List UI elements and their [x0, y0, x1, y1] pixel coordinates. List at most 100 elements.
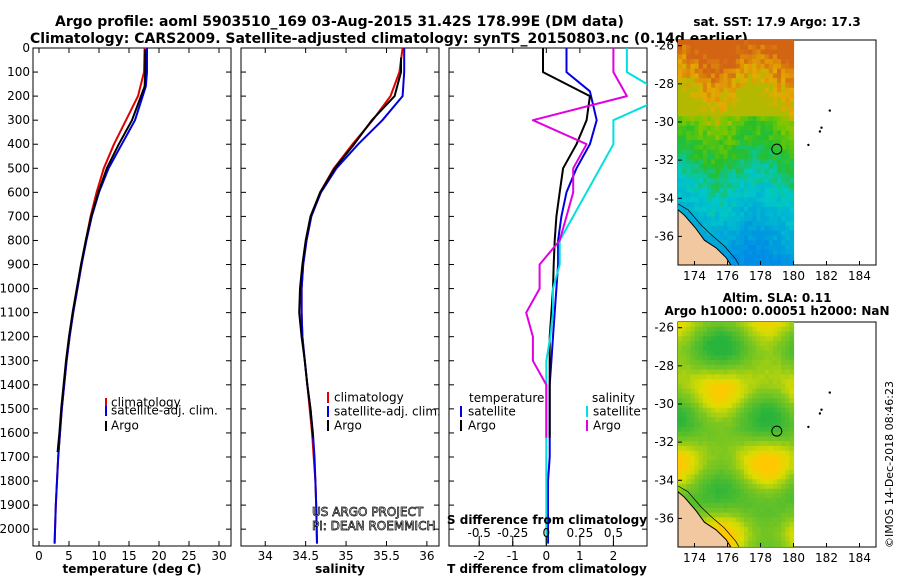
field-cell [735, 417, 741, 423]
field-cell [686, 40, 691, 46]
field-cell [686, 149, 691, 155]
field-cell [694, 445, 700, 452]
field-cell [752, 59, 757, 65]
field-cell [748, 527, 753, 533]
field-cell [735, 336, 741, 342]
field-cell [785, 140, 790, 146]
field-cell [690, 465, 696, 471]
field-cell [694, 225, 700, 232]
field-cell [752, 202, 757, 208]
field-cell [723, 507, 729, 514]
field-cell [772, 517, 778, 523]
field-cell [686, 102, 691, 108]
field-cell [706, 87, 712, 94]
field-cell [735, 183, 741, 189]
field-cell [781, 187, 786, 194]
field-cell [781, 541, 786, 547]
field-cell [719, 59, 724, 65]
field-cell [690, 54, 696, 60]
field-cell [698, 125, 704, 132]
field-cell [764, 379, 770, 385]
field-cell [752, 341, 757, 347]
field-cell [706, 168, 712, 175]
field-cell [719, 178, 724, 184]
field-cell [785, 322, 790, 328]
field-cell [731, 59, 737, 65]
field-cell [719, 211, 724, 217]
field-cell [735, 407, 741, 414]
field-cell [690, 441, 696, 447]
field-cell [785, 479, 790, 485]
field-cell [739, 254, 745, 260]
field-cell [760, 54, 766, 60]
field-cell [752, 498, 757, 504]
field-cell [772, 536, 778, 542]
field-cell [711, 512, 716, 519]
field-cell [756, 154, 762, 160]
y-tick-label: 400 [7, 137, 30, 151]
field-cell [772, 350, 778, 356]
field-cell [789, 154, 795, 160]
field-cell [690, 197, 696, 203]
field-cell [682, 484, 687, 490]
field-cell [756, 87, 762, 94]
field-cell [727, 445, 733, 452]
field-cell [678, 73, 683, 79]
field-cell [777, 254, 782, 260]
field-cell [752, 235, 757, 241]
field-cell [789, 460, 795, 466]
field-cell [785, 441, 790, 447]
field-cell [768, 230, 774, 237]
field-cell [739, 144, 745, 151]
field-cell [789, 422, 795, 428]
field-cell [760, 445, 766, 452]
field-cell [752, 503, 757, 509]
field-cell [727, 369, 733, 376]
field-cell [678, 135, 683, 141]
field-cell [715, 412, 720, 418]
field-cell [690, 469, 696, 476]
field-cell [756, 197, 762, 203]
field-cell [715, 384, 720, 390]
field-cell [772, 230, 778, 237]
field-cell [744, 422, 749, 428]
field-cell [706, 517, 712, 523]
field-cell [781, 445, 786, 452]
field-cell [739, 78, 745, 84]
field-cell [756, 259, 762, 265]
field-cell [723, 531, 729, 538]
field-cell [690, 168, 696, 175]
field-cell [702, 106, 708, 113]
field-cell [768, 407, 774, 414]
field-cell [727, 254, 733, 260]
field-cell [678, 374, 683, 380]
field-cell [694, 173, 700, 179]
field-cell [760, 531, 766, 538]
field-cell [785, 364, 790, 371]
project-annotation-line2: PI: DEAN ROEMMICH [312, 519, 435, 533]
field-cell [739, 426, 745, 433]
map-x-tick-label: 182 [815, 551, 838, 565]
field-cell [781, 403, 786, 409]
field-cell [715, 221, 720, 227]
field-cell [723, 403, 729, 409]
field-cell [678, 121, 683, 127]
field-cell [735, 140, 741, 146]
field-cell [698, 92, 704, 98]
field-cell [764, 326, 770, 333]
field-cell [764, 245, 770, 251]
field-cell [715, 484, 720, 490]
field-cell [682, 488, 687, 495]
field-cell [735, 54, 741, 60]
field-cell [760, 135, 766, 141]
field-cell [764, 249, 770, 256]
field-cell [748, 412, 753, 418]
field-cell [764, 106, 770, 113]
field-cell [789, 379, 795, 385]
field-cell [686, 106, 691, 113]
legend-satellite-label: satellite-adj. clim. [111, 404, 218, 418]
x-tick-label: 2 [610, 549, 618, 563]
field-cell [694, 202, 700, 208]
field-cell [698, 436, 704, 442]
field-cell [711, 336, 716, 342]
